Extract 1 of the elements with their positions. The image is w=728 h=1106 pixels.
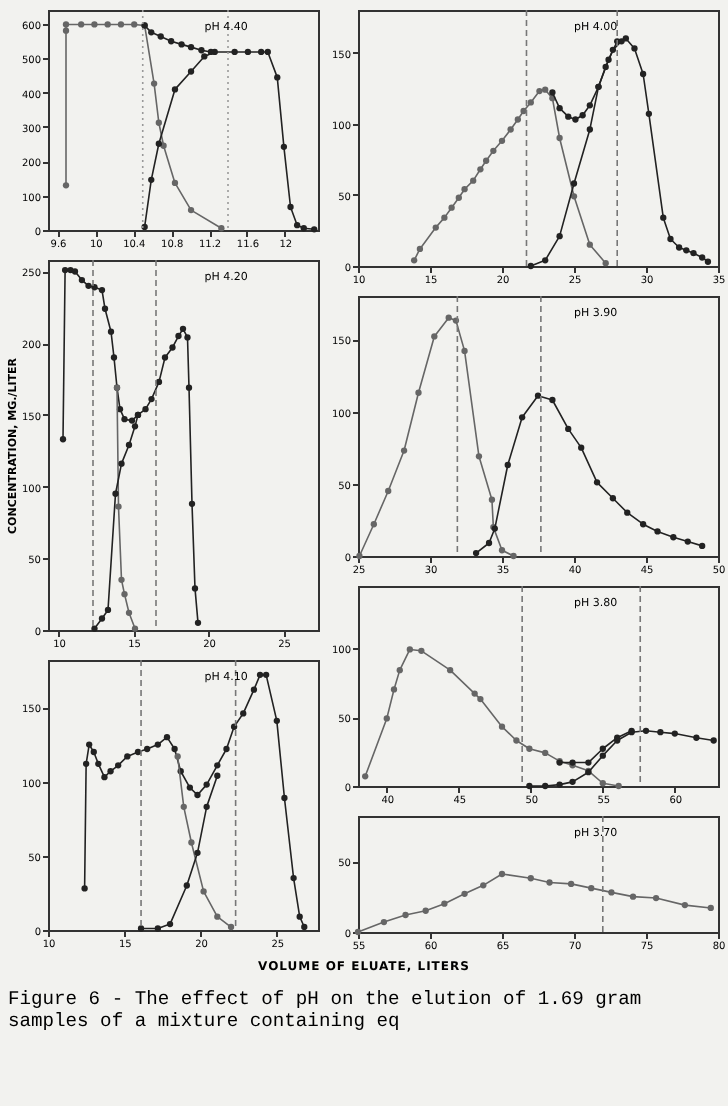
caption: Figure 6 - The effect of pH on the elution of 1.69 gram samples of a mixture containing eq — [6, 988, 644, 1032]
